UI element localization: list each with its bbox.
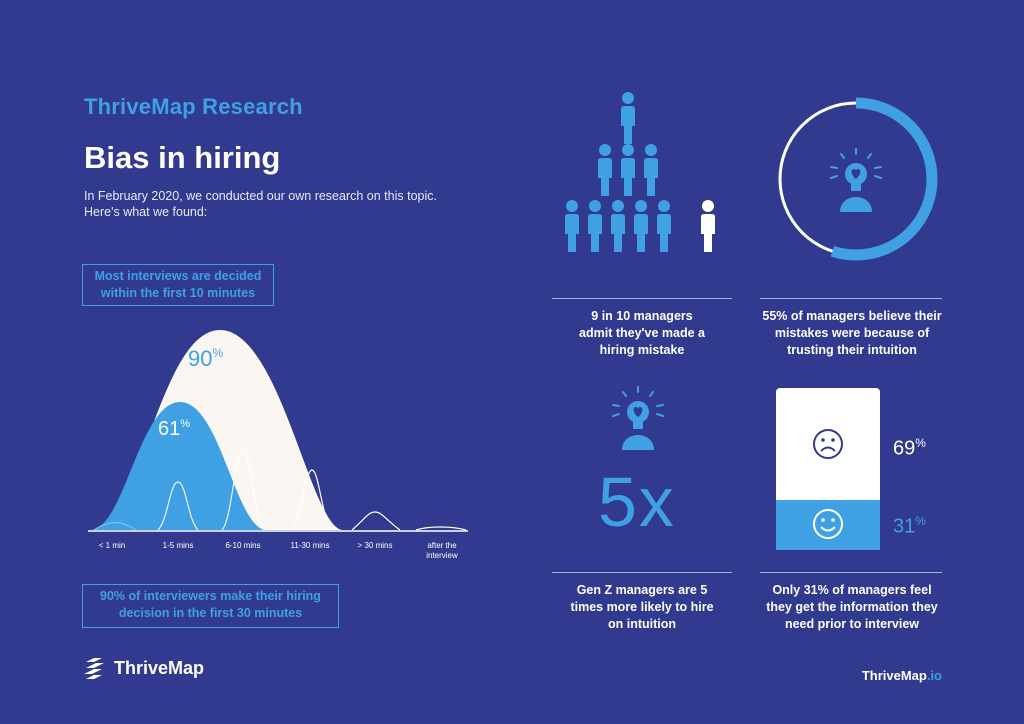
person-icon [701, 200, 715, 252]
chart-label-90: 90% [188, 346, 223, 371]
footer-brand: ThriveMap [82, 656, 204, 680]
tick-label: 6-10 mins [225, 541, 260, 550]
chart-outline-after [415, 526, 467, 531]
chart-outline-11-30 [291, 469, 333, 531]
stat-gen-z: Gen Z managers are 5 times more likely t… [570, 583, 714, 631]
stat-information: Only 31% of managers feel they get the i… [766, 583, 938, 631]
intro-text: In February 2020, we conducted our own r… [84, 189, 437, 219]
tick-label: 1-5 mins [163, 541, 194, 550]
page-title: Bias in hiring [84, 140, 281, 175]
person-icon [565, 200, 579, 252]
person-icon [621, 144, 635, 196]
callout-hiring-decision: 90% of interviewers make their hiring de… [82, 584, 339, 628]
multiplier-5x: 5x [598, 463, 676, 541]
information-card [776, 388, 880, 550]
tick-label-after-2: interview [426, 551, 458, 560]
interview-decision-chart: 90% 61% < 1 min 1-5 mins 6-10 mins 11-30… [88, 330, 468, 560]
chart-outline-lt1 [93, 521, 137, 531]
person-icon [588, 200, 602, 252]
head-heart-icon [830, 148, 882, 212]
research-subtitle: ThriveMap Research [84, 94, 303, 119]
tick-label: 11-30 mins [291, 541, 330, 550]
person-icon [598, 144, 612, 196]
thrivemap-logo-icon [84, 658, 104, 679]
footer-url-main: ThriveMap [861, 668, 927, 683]
person-icon [634, 200, 648, 252]
person-icon [611, 200, 625, 252]
chart-outline-30plus [351, 511, 401, 531]
footer-url-tld: .io [926, 668, 942, 683]
person-icon [621, 92, 635, 144]
callout-interviews-decided: Most interviews are decided within the f… [82, 264, 274, 306]
person-icon [644, 144, 658, 196]
happy-face-icon [813, 509, 843, 539]
head-heart-icon [612, 386, 664, 450]
chart-outline-1-5 [157, 481, 199, 531]
divider [552, 298, 732, 299]
sad-face-icon [813, 429, 843, 459]
people-pyramid [565, 92, 715, 252]
divider [760, 298, 942, 299]
tick-label-after-1: after the [427, 541, 457, 550]
intuition-ring [774, 97, 938, 261]
footer-brand-name: ThriveMap [114, 657, 205, 678]
chart-area-61 [92, 402, 265, 530]
chart-label-61: 61% [158, 418, 190, 440]
pct-happy: 31% [893, 514, 926, 538]
chart-outline-6-10 [221, 449, 265, 531]
pct-sad: 69% [893, 436, 926, 460]
divider [760, 572, 942, 573]
ring-progress [774, 97, 938, 261]
divider [552, 572, 732, 573]
card-happy-fill [776, 500, 880, 550]
person-icon [657, 200, 671, 252]
tick-label: > 30 mins [358, 541, 393, 550]
stat-hiring-mistake: 9 in 10 managers admit they've made a hi… [579, 309, 705, 357]
footer-url[interactable]: ThriveMap.io [862, 668, 942, 683]
stat-trusting-intuition: 55% of managers believe their mistakes w… [762, 309, 942, 357]
tick-label: < 1 min [99, 541, 125, 550]
